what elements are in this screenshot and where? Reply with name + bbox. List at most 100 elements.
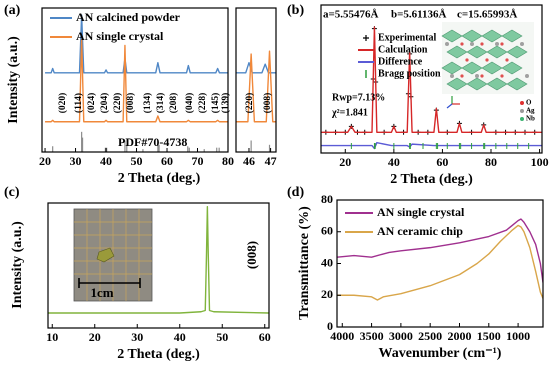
plot-area [337, 218, 543, 301]
x-axis-label: 2 Theta (deg.) [117, 347, 200, 362]
y-tick-label: 80 [321, 192, 333, 206]
x-tick-label: 60 [161, 154, 173, 168]
panel-label: (d) [287, 185, 304, 200]
plot-frame [47, 202, 270, 329]
x-tick-label: 40 [100, 154, 112, 168]
x-tick-label: 4000 [330, 329, 354, 343]
x-tick-label: 20 [39, 154, 51, 168]
oxygen-atoms [460, 42, 509, 78]
inset-legend-label: Nb [526, 115, 535, 123]
legend-label: AN ceramic chip [377, 224, 463, 238]
peak-label: (220) [244, 93, 255, 114]
x-tick-label: 3500 [360, 329, 384, 343]
peak-label: (008) [125, 93, 136, 114]
panel: 20 40 60 80 100 2 Theta (deg.) ExperimentalCal… [320, 4, 549, 187]
peak-label: (208) [168, 93, 179, 114]
x-tick-label: 1000 [506, 329, 530, 343]
crystal [96, 247, 115, 263]
x-tick-label: 2500 [418, 329, 442, 343]
peak-label: (134) [142, 93, 153, 114]
octahedra [441, 29, 528, 91]
plot-area [45, 14, 228, 152]
panel: 4000 3500 3000 2500 2000 1500 1000 0 20 40 60 80 Wav… [297, 192, 544, 361]
x-tick-label: 46 [243, 154, 255, 168]
y-tick-label: 20 [321, 287, 333, 301]
plot-frame [336, 199, 544, 328]
peak-label: (228) [197, 93, 208, 114]
inset-legend-swatch [520, 117, 524, 121]
annotation: Rwp=7.13% [332, 92, 385, 103]
peak-label: (008) [262, 93, 273, 114]
x-tick-label: 20 [339, 155, 351, 169]
crystal-structure-inset [441, 22, 534, 109]
y-axis-label: Transmittance (%) [297, 206, 312, 320]
plot-area [236, 50, 276, 152]
reference-label: PDF#70-4738 [118, 135, 187, 149]
x-axis-label: 2 Theta (deg.) [118, 171, 201, 186]
peak-label: (204) [99, 93, 110, 114]
series-line [321, 141, 542, 150]
legend-label: Calculation [378, 44, 428, 55]
annotation: χ²=1.841 [331, 107, 368, 118]
x-tick-label: 10 [46, 330, 58, 344]
panel: 20 30 40 50 60 70 80 46 47(220) (008)PDF#70-47382… [6, 7, 277, 186]
panel-label: (c) [4, 185, 20, 200]
x-tick-label: 47 [265, 154, 277, 168]
axes-glyph [446, 96, 460, 109]
series-line [45, 38, 228, 123]
legend-label: Bragg position [378, 68, 441, 79]
peak-label: (114) [73, 93, 84, 113]
legend-label: AN single crystal [377, 205, 465, 219]
x-tick-label: 70 [192, 154, 204, 168]
x-tick-label: 40 [388, 155, 400, 169]
legend-label: AN single crystal [76, 29, 164, 43]
y-tick-label: 40 [321, 255, 333, 269]
lattice-parameter: a=5.55476Å [323, 9, 379, 21]
plot-frame [320, 4, 543, 154]
x-axis-label: Wavenumber (cm⁻¹) [379, 346, 502, 361]
series-line [337, 218, 543, 283]
y-tick-label: 0 [327, 319, 333, 333]
series-line [236, 50, 276, 123]
peak-label: (024) [86, 93, 97, 114]
lattice-parameter: b=5.61136Å [391, 9, 447, 21]
x-axis-label: 2 Theta (deg.) [390, 172, 473, 187]
plot-frame [41, 7, 229, 153]
inset-legend-swatch [520, 101, 524, 105]
x-tick-label: 30 [70, 154, 82, 168]
series-line [48, 206, 269, 314]
series-line [45, 14, 228, 74]
x-tick-label: 20 [89, 330, 101, 344]
peak-label: (008) [244, 241, 259, 269]
peak-label: (220) [112, 93, 123, 114]
panel: 10 20 30 40 50 60 2 Theta (deg.) Intensity (a.u… [10, 202, 271, 362]
photo-inset: 1cm [73, 208, 153, 302]
x-tick-label: 3000 [389, 329, 413, 343]
legend-label: Difference [378, 56, 423, 67]
peak-label: (040) [184, 93, 195, 114]
peak-label: (139) [220, 93, 231, 114]
peak-label: (145) [210, 93, 221, 114]
x-tick-label: 60 [259, 330, 271, 344]
series-line [321, 26, 542, 133]
x-tick-label: 60 [436, 155, 448, 169]
plot-frame [235, 7, 277, 153]
inset-legend-swatch [520, 109, 524, 113]
silver-atoms [445, 42, 529, 78]
panel-label: (a) [4, 3, 21, 18]
peak-label: (314) [155, 93, 166, 114]
x-tick-label: 80 [222, 154, 234, 168]
photo-grid [74, 209, 152, 301]
x-tick-label: 40 [174, 330, 186, 344]
x-tick-label: 80 [485, 155, 497, 169]
lattice-parameter: c=15.65993Å [457, 9, 517, 21]
y-axis-label: Intensity (a.u.) [10, 221, 25, 309]
series-line [337, 224, 543, 301]
x-tick-label: 100 [531, 155, 549, 169]
x-tick-label: 1500 [477, 329, 501, 343]
y-tick-label: 60 [321, 224, 333, 238]
legend-label: AN calcined powder [76, 10, 181, 24]
x-tick-label: 50 [131, 154, 143, 168]
legend-label: Experimental [378, 32, 437, 43]
